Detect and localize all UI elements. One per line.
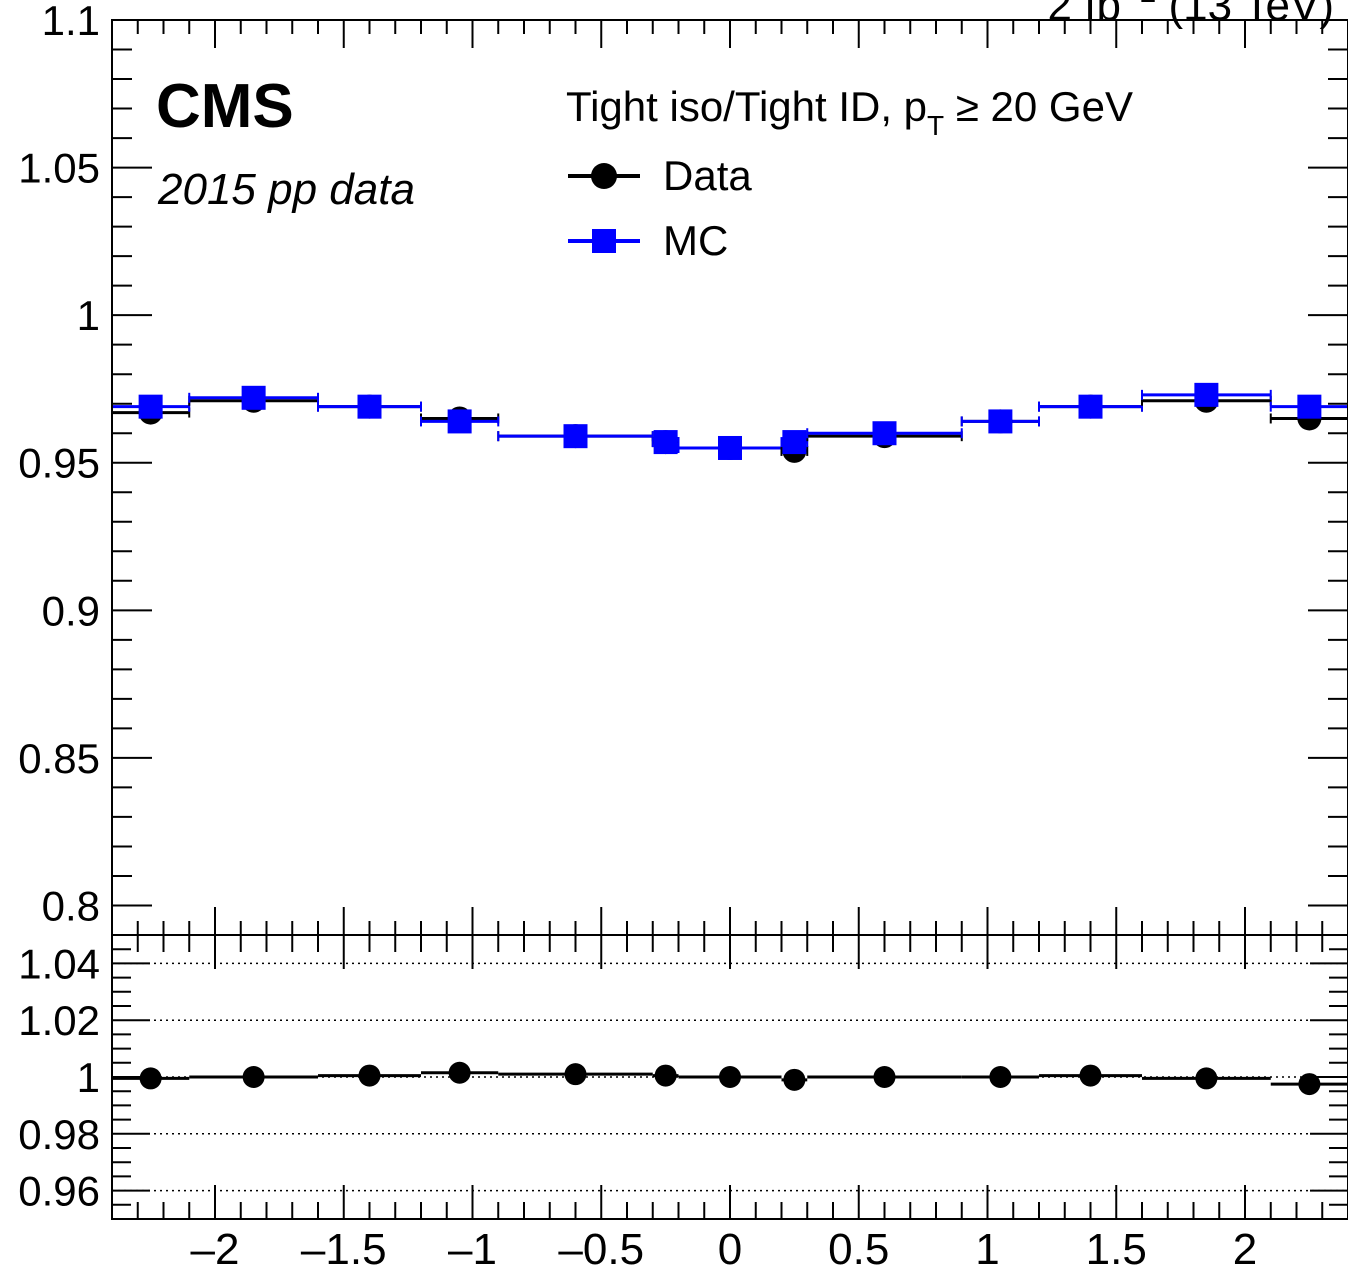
markers — [138, 382, 1322, 1096]
mc-point — [718, 435, 742, 460]
y-tick-label: 1.05 — [18, 145, 100, 192]
mc-point — [563, 424, 588, 449]
mc-point — [241, 385, 266, 410]
mc-point — [782, 430, 807, 455]
ratio-point — [358, 1064, 381, 1087]
ratio-point — [564, 1063, 587, 1086]
ratio-frame — [111, 934, 1348, 1220]
x-tick-label: 1 — [975, 1225, 999, 1268]
ratio-point — [989, 1066, 1012, 1088]
y-tick-label: 0.95 — [18, 440, 100, 487]
tick-labels: 0.8 0.85 0.9 0.95 1 1.05 1.1 0.96 0.98 1 1.02 1.04 –… — [18, 0, 1257, 1268]
ratio-point — [139, 1067, 162, 1090]
y-tick-label: 1.1 — [42, 0, 100, 44]
ratio-point — [783, 1068, 806, 1091]
ratio-y-tick-label: 1.04 — [18, 940, 100, 987]
ratio-y-tick-label: 1 — [77, 1054, 100, 1101]
selection-label: Tight iso/Tight ID, pT ≥ 20 GeV — [566, 83, 1133, 141]
lumi-label: 2 fb−1 (13 TeV) — [1048, 0, 1334, 30]
y-tick-label: 0.8 — [42, 882, 100, 929]
ratio-point — [719, 1066, 741, 1088]
mc-point — [653, 430, 678, 455]
y-tick-label: 0.85 — [18, 735, 100, 782]
x-tick-label: 0 — [718, 1225, 742, 1268]
dataset-label: 2015 pp data — [157, 165, 415, 214]
ratio-y-tick-label: 1.02 — [18, 997, 100, 1044]
x-tick-label: 1.5 — [1086, 1225, 1147, 1268]
ratio-y-tick-label: 0.96 — [18, 1168, 100, 1215]
x-tick-label: 0.5 — [828, 1225, 889, 1268]
x-tick-label: –1 — [448, 1225, 497, 1268]
ratio-point — [654, 1064, 677, 1087]
ratio-point — [1195, 1067, 1218, 1090]
ratio-point — [448, 1061, 471, 1084]
ratio-point — [873, 1066, 896, 1088]
y-tick-label: 1 — [77, 292, 100, 339]
legend-data-marker — [591, 163, 617, 189]
legend-data-label: Data — [663, 152, 752, 199]
mc-point — [447, 409, 472, 434]
x-tick-label: –1.5 — [301, 1225, 387, 1268]
ratio-point — [1079, 1064, 1102, 1087]
mc-point — [1078, 394, 1103, 419]
ratio-y-tick-label: 0.98 — [18, 1111, 100, 1158]
mc-point — [1194, 382, 1219, 407]
error-bars — [111, 389, 1348, 1086]
ratio-point — [1298, 1073, 1321, 1096]
mc-point — [1297, 394, 1322, 419]
x-tick-label: –0.5 — [558, 1225, 644, 1268]
mc-point — [988, 409, 1013, 434]
legend: Data MC — [568, 152, 752, 264]
legend-mc-marker — [592, 229, 616, 253]
x-tick-label: 2 — [1233, 1225, 1257, 1268]
legend-mc-label: MC — [663, 217, 728, 264]
ratio-point — [242, 1066, 265, 1088]
y-tick-label: 0.9 — [42, 587, 100, 634]
mc-point — [138, 394, 163, 419]
x-tick-label: –2 — [191, 1225, 240, 1268]
ticks-layer — [111, 19, 1348, 1220]
mc-point — [357, 394, 382, 419]
cms-label: CMS — [156, 72, 294, 141]
mc-point — [872, 421, 897, 446]
